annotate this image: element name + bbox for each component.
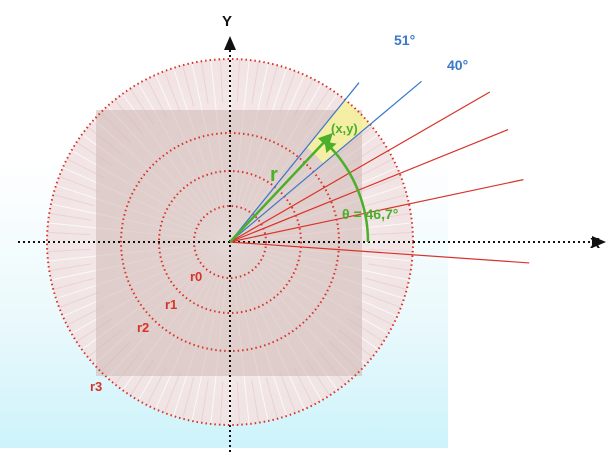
- spoke-line-minor: [200, 380, 209, 423]
- ring-label-r0: r0: [190, 269, 202, 284]
- spoke-line-minor: [368, 263, 411, 272]
- ring-label-r1: r1: [165, 297, 177, 312]
- radius-vector: [229, 139, 327, 243]
- spoke-line-minor: [369, 231, 413, 236]
- y-axis-arrow-icon: [224, 36, 236, 50]
- axes: [18, 36, 606, 452]
- spoke-line-minor: [360, 291, 402, 309]
- red-ray: [229, 91, 491, 243]
- spoke-line-minor: [219, 59, 224, 103]
- spoke-line-minor: [182, 377, 195, 419]
- spoke-line-minor: [163, 70, 181, 112]
- red-ray: [229, 129, 509, 243]
- spoke-line-minor: [279, 372, 297, 414]
- spoke-line-minor: [53, 194, 95, 207]
- red-ray: [229, 241, 530, 264]
- spoke-line-minor: [251, 380, 260, 423]
- blue-rays: [229, 80, 422, 243]
- selected-wedge: [306, 99, 371, 164]
- spoke-line-minor: [265, 377, 278, 419]
- radius-label: r: [270, 164, 278, 186]
- spoke-line-minor: [265, 65, 278, 107]
- blue-ray: [229, 82, 360, 243]
- spoke-line-minor: [200, 61, 209, 104]
- spoke-line-minor: [368, 212, 411, 221]
- ring-label-r2: r2: [137, 320, 149, 335]
- spoke-line-minor: [236, 381, 241, 425]
- spoke-line-minor: [365, 277, 407, 290]
- spoke-line-minor: [47, 231, 91, 236]
- spoke-line-minor: [47, 248, 91, 253]
- spoke-line-minor: [182, 65, 195, 107]
- spoke-line-minor: [369, 248, 413, 253]
- spoke-line-minor: [58, 291, 100, 309]
- spoke-line-minor: [219, 381, 224, 425]
- spoke-line-minor: [279, 70, 297, 112]
- red-ray: [229, 179, 524, 243]
- theta-arc: [328, 145, 370, 243]
- ring-label-r3: r3: [90, 379, 102, 394]
- x-axis-label: X: [590, 235, 600, 252]
- spoke-line-minor: [360, 175, 402, 193]
- theta-label: θ = 46,7°: [342, 206, 398, 222]
- ray-label-51: 51°: [394, 32, 415, 48]
- spoke-line-minor: [49, 212, 92, 221]
- point-label: (x,y): [331, 121, 358, 136]
- spoke-line-minor: [58, 175, 100, 193]
- spoke-line-minor: [53, 277, 95, 290]
- spoke-line-minor: [365, 194, 407, 207]
- spoke-line-minor: [236, 59, 241, 103]
- radius-arrow-icon: [317, 132, 333, 149]
- y-axis-label: Y: [222, 13, 232, 30]
- ray-label-40: 40°: [447, 57, 468, 73]
- blue-ray: [229, 80, 422, 243]
- red-rays: [229, 91, 530, 264]
- spoke-line-minor: [251, 61, 260, 104]
- spoke-line-minor: [49, 263, 92, 272]
- x-axis-arrow-icon: [592, 236, 606, 248]
- spoke-line-minor: [163, 372, 181, 414]
